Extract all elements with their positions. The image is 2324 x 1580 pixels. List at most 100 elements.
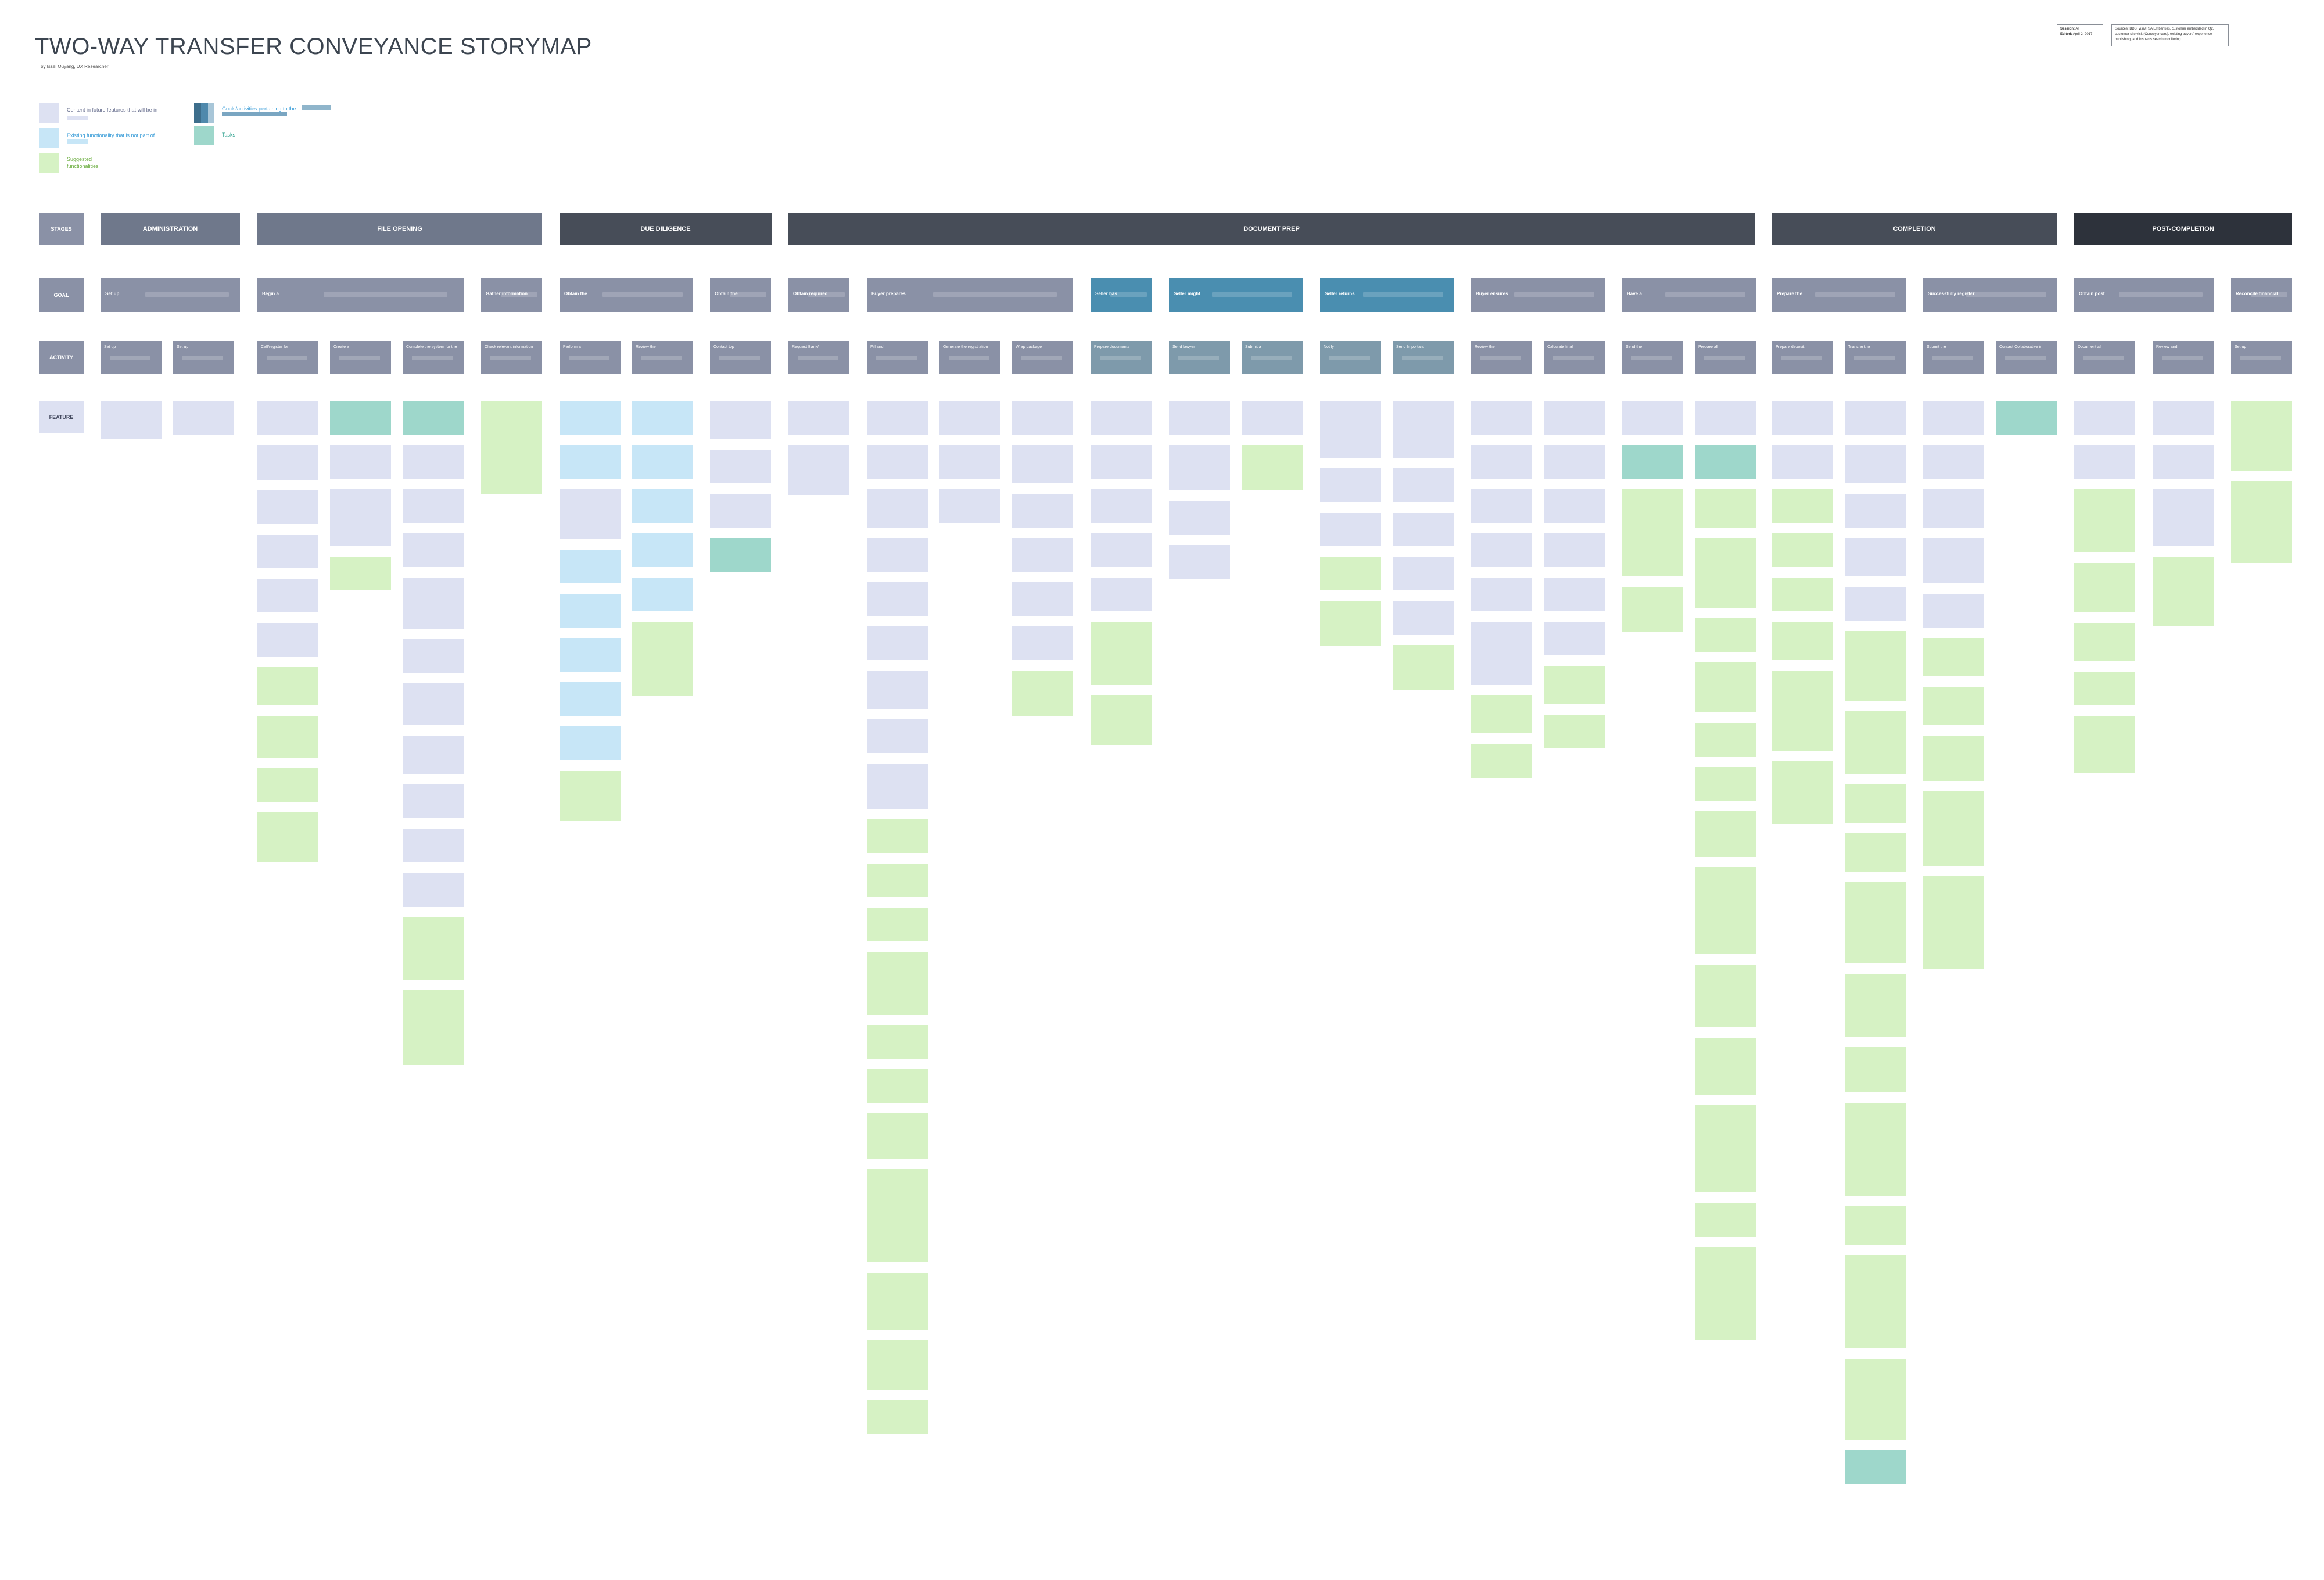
existing-feature-card[interactable] xyxy=(403,489,464,523)
existing-feature-card[interactable] xyxy=(1393,557,1454,590)
existing-feature-card[interactable] xyxy=(330,445,391,479)
nonpart-feature-card[interactable] xyxy=(632,489,693,523)
suggested-feature-card[interactable] xyxy=(2153,557,2214,626)
suggested-feature-card[interactable] xyxy=(1845,882,1906,963)
suggested-feature-card[interactable] xyxy=(1393,645,1454,690)
suggested-feature-card[interactable] xyxy=(403,917,464,980)
existing-feature-card[interactable] xyxy=(1393,601,1454,635)
goal-1[interactable]: Set up xyxy=(101,278,240,312)
existing-feature-card[interactable] xyxy=(1091,578,1152,611)
existing-feature-card[interactable] xyxy=(257,579,318,612)
existing-feature-card[interactable] xyxy=(403,639,464,673)
suggested-feature-card[interactable] xyxy=(481,401,542,494)
activity-17[interactable]: Notify xyxy=(1320,341,1381,374)
suggested-feature-card[interactable] xyxy=(257,667,318,705)
existing-feature-card[interactable] xyxy=(1923,489,1984,528)
goal-16[interactable]: Reconcile financial xyxy=(2231,278,2292,312)
suggested-feature-card[interactable] xyxy=(1695,867,1756,954)
existing-feature-card[interactable] xyxy=(403,873,464,907)
existing-feature-card[interactable] xyxy=(2153,401,2214,435)
goal-6[interactable]: Obtain required xyxy=(788,278,849,312)
task-card[interactable] xyxy=(1996,401,2057,435)
existing-feature-card[interactable] xyxy=(1544,622,1605,655)
suggested-feature-card[interactable] xyxy=(1695,1038,1756,1095)
activity-8[interactable]: Review the xyxy=(632,341,693,374)
activity-18[interactable]: Send Important xyxy=(1393,341,1454,374)
existing-feature-card[interactable] xyxy=(1923,445,1984,479)
suggested-feature-card[interactable] xyxy=(632,622,693,696)
suggested-feature-card[interactable] xyxy=(1845,1255,1906,1348)
existing-feature-card[interactable] xyxy=(1923,401,1984,435)
existing-feature-card[interactable] xyxy=(1012,401,1073,435)
suggested-feature-card[interactable] xyxy=(1695,811,1756,857)
suggested-feature-card[interactable] xyxy=(1695,489,1756,528)
existing-feature-card[interactable] xyxy=(939,489,1000,523)
suggested-feature-card[interactable] xyxy=(2074,563,2135,612)
existing-feature-card[interactable] xyxy=(403,829,464,862)
existing-feature-card[interactable] xyxy=(1471,578,1532,611)
activity-29[interactable]: Set up xyxy=(2231,341,2292,374)
activity-3[interactable]: Call/register for xyxy=(257,341,318,374)
existing-feature-card[interactable] xyxy=(257,623,318,657)
existing-feature-card[interactable] xyxy=(1845,445,1906,483)
nonpart-feature-card[interactable] xyxy=(560,401,621,435)
goal-5[interactable]: Obtain the xyxy=(710,278,771,312)
suggested-feature-card[interactable] xyxy=(867,1400,928,1434)
existing-feature-card[interactable] xyxy=(1845,401,1906,435)
activity-21[interactable]: Send the xyxy=(1622,341,1683,374)
suggested-feature-card[interactable] xyxy=(867,864,928,897)
goal-15[interactable]: Obtain post xyxy=(2074,278,2214,312)
existing-feature-card[interactable] xyxy=(1169,401,1230,435)
existing-feature-card[interactable] xyxy=(1622,401,1683,435)
existing-feature-card[interactable] xyxy=(403,736,464,774)
activity-4[interactable]: Create a xyxy=(330,341,391,374)
task-card[interactable] xyxy=(1845,1450,1906,1484)
existing-feature-card[interactable] xyxy=(2153,489,2214,546)
activity-5[interactable]: Complete the system for the xyxy=(403,341,464,374)
suggested-feature-card[interactable] xyxy=(1012,671,1073,716)
activity-27[interactable]: Document all xyxy=(2074,341,2135,374)
existing-feature-card[interactable] xyxy=(1091,533,1152,567)
suggested-feature-card[interactable] xyxy=(1695,618,1756,652)
suggested-feature-card[interactable] xyxy=(1622,587,1683,632)
nonpart-feature-card[interactable] xyxy=(560,726,621,760)
task-card[interactable] xyxy=(1622,445,1683,479)
existing-feature-card[interactable] xyxy=(2153,445,2214,479)
goal-10[interactable]: Seller returns xyxy=(1320,278,1454,312)
existing-feature-card[interactable] xyxy=(867,445,928,479)
existing-feature-card[interactable] xyxy=(1544,578,1605,611)
goal-14[interactable]: Successfully register xyxy=(1923,278,2057,312)
existing-feature-card[interactable] xyxy=(710,450,771,483)
suggested-feature-card[interactable] xyxy=(867,1169,928,1262)
nonpart-feature-card[interactable] xyxy=(560,550,621,583)
suggested-feature-card[interactable] xyxy=(1695,767,1756,801)
activity-24[interactable]: Transfer the xyxy=(1845,341,1906,374)
suggested-feature-card[interactable] xyxy=(1091,622,1152,685)
existing-feature-card[interactable] xyxy=(1845,587,1906,621)
existing-feature-card[interactable] xyxy=(1772,445,1833,479)
existing-feature-card[interactable] xyxy=(788,445,849,495)
activity-9[interactable]: Contact top xyxy=(710,341,771,374)
existing-feature-card[interactable] xyxy=(710,401,771,439)
existing-feature-card[interactable] xyxy=(1012,538,1073,572)
existing-feature-card[interactable] xyxy=(710,494,771,528)
suggested-feature-card[interactable] xyxy=(1320,601,1381,646)
goal-13[interactable]: Prepare the xyxy=(1772,278,1906,312)
nonpart-feature-card[interactable] xyxy=(632,401,693,435)
existing-feature-card[interactable] xyxy=(1923,538,1984,583)
suggested-feature-card[interactable] xyxy=(1923,638,1984,676)
suggested-feature-card[interactable] xyxy=(1923,687,1984,725)
suggested-feature-card[interactable] xyxy=(257,812,318,862)
suggested-feature-card[interactable] xyxy=(867,952,928,1015)
goal-12[interactable]: Have a xyxy=(1622,278,1756,312)
suggested-feature-card[interactable] xyxy=(1695,1105,1756,1192)
suggested-feature-card[interactable] xyxy=(1695,965,1756,1027)
suggested-feature-card[interactable] xyxy=(1695,1203,1756,1237)
activity-13[interactable]: Wrap package xyxy=(1012,341,1073,374)
activity-28[interactable]: Review and xyxy=(2153,341,2214,374)
existing-feature-card[interactable] xyxy=(1393,513,1454,546)
existing-feature-card[interactable] xyxy=(867,489,928,528)
existing-feature-card[interactable] xyxy=(257,490,318,524)
suggested-feature-card[interactable] xyxy=(2074,716,2135,773)
existing-feature-card[interactable] xyxy=(1845,538,1906,576)
